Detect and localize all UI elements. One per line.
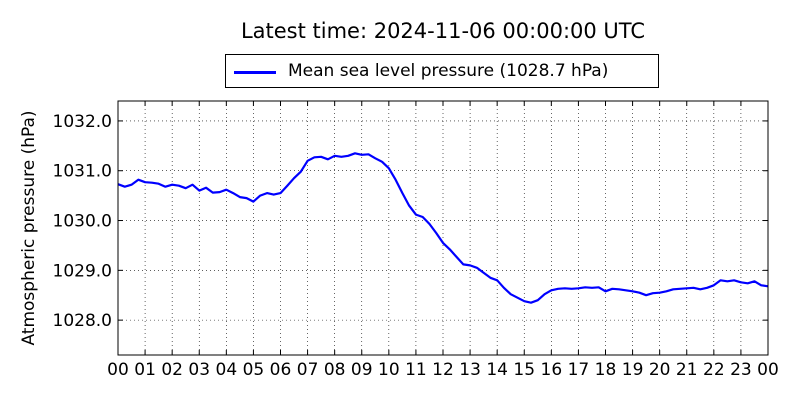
x-tick-label: 00 [757,360,779,380]
x-tick-label: 07 [297,360,319,380]
x-tick-label: 09 [351,360,373,380]
y-tick-label: 1028.0 [53,311,112,331]
x-tick-label: 04 [216,360,238,380]
x-tick-label: 13 [459,360,481,380]
pressure-series-line [117,152,769,304]
x-tick-label: 21 [676,360,698,380]
x-tick-label: 23 [730,360,752,380]
chart-title: Latest time: 2024-11-06 00:00:00 UTC [240,19,646,43]
x-tick-label: 17 [568,360,590,380]
x-tick-label: 02 [161,360,183,380]
legend: Mean sea level pressure (1028.7 hPa) [225,54,659,88]
x-tick-label: 22 [703,360,725,380]
x-tick-label: 10 [378,360,400,380]
x-tick-label: 01 [134,360,156,380]
x-tick-label: 16 [541,360,563,380]
y-tick-label: 1030.0 [53,212,112,232]
x-tick-label: 05 [243,360,265,380]
y-tick-label: 1029.0 [53,261,112,281]
x-tick-label: 12 [432,360,454,380]
legend-line-swatch [234,71,276,74]
legend-label: Mean sea level pressure (1028.7 hPa) [288,61,609,81]
x-tick-label: 06 [270,360,292,380]
x-tick-label: 11 [405,360,427,380]
x-tick-label: 15 [513,360,535,380]
x-tick-label: 03 [188,360,210,380]
x-tick-label: 20 [649,360,671,380]
x-tick-label: 00 [107,360,129,380]
x-tick-label: 14 [486,360,508,380]
y-tick-label: 1032.0 [53,112,112,132]
x-tick-label: 18 [595,360,617,380]
x-tick-label: 19 [622,360,644,380]
y-tick-label: 1031.0 [53,162,112,182]
plot-frame [117,100,769,356]
x-tick-label: 08 [324,360,346,380]
